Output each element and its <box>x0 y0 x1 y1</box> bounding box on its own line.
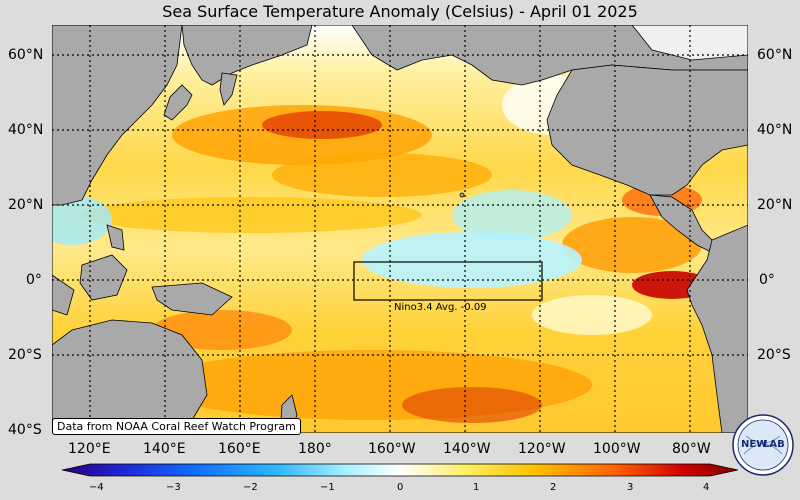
cool-anomaly-east-tropical <box>452 190 572 240</box>
land-south-america <box>686 224 748 433</box>
logo-text-right: LAB <box>763 439 785 450</box>
logo-text-left: NEW <box>741 439 767 450</box>
colorbar-tick: −1 <box>320 482 335 493</box>
lat-label-20n-right: 20°N <box>757 197 793 213</box>
cool-anomaly-south-east <box>532 295 652 335</box>
colorbar-tick: 4 <box>703 482 710 493</box>
land-kamchatka-peninsula <box>219 72 238 106</box>
land-sumatra <box>52 274 75 316</box>
land-australia <box>52 319 208 433</box>
lon-label-120w: 120°W <box>518 441 566 457</box>
lat-label-20s-right: 20°S <box>757 347 791 363</box>
lat-label-60n-right: 60°N <box>757 47 793 63</box>
colorbar-tick: 1 <box>473 482 480 493</box>
colorbar-tick: −4 <box>89 482 104 493</box>
lon-label-160e: 160°E <box>218 441 261 457</box>
cool-anomaly-equatorial <box>362 232 582 288</box>
hot-anomaly-north-pacific <box>262 111 382 139</box>
lon-label-80w: 80°W <box>672 441 711 457</box>
colorbar-tick: 3 <box>627 482 634 493</box>
lon-label-160w: 160°W <box>368 441 416 457</box>
land-hawaii <box>459 192 465 198</box>
warm-anomaly-central-north <box>272 153 492 197</box>
lat-label-eq-right: 0° <box>759 272 775 288</box>
hot-anomaly-south <box>402 387 542 423</box>
colorbar-bar <box>62 463 738 477</box>
colorbar-tick: 0 <box>397 482 404 493</box>
lon-label-140e: 140°E <box>143 441 186 457</box>
lat-label-20n: 20°N <box>8 197 44 213</box>
land-borneo <box>79 254 128 301</box>
colorbar <box>62 463 738 477</box>
nino34-box <box>353 261 543 301</box>
lat-label-40n-right: 40°N <box>757 122 793 138</box>
lon-label-180: 180° <box>298 441 332 457</box>
lat-label-eq: 0° <box>26 272 42 288</box>
warm-anomaly-east-pacific <box>562 217 702 273</box>
cool-anomaly-west <box>52 195 112 245</box>
lat-label-60n: 60°N <box>8 47 44 63</box>
colorbar-tick: −2 <box>243 482 258 493</box>
hot-anomaly-coral-sea <box>152 310 292 350</box>
colorbar-tick: 2 <box>550 482 557 493</box>
data-credit: Data from NOAA Coral Reef Watch Program <box>52 418 301 435</box>
warm-anomaly-tropical-band <box>82 197 422 233</box>
land-japan <box>163 84 193 121</box>
map-title: Sea Surface Temperature Anomaly (Celsius… <box>162 2 638 21</box>
lat-label-40n: 40°N <box>8 122 44 138</box>
lon-label-100w: 100°W <box>593 441 641 457</box>
land-philippines <box>106 224 125 251</box>
lat-label-40s: 40°S <box>8 422 42 438</box>
newlab-logo: NEW LAB <box>732 414 794 476</box>
graticule <box>52 25 748 433</box>
sst-anomaly-map: Nino3.4 Avg. -0.09 <box>52 25 748 433</box>
land-new-guinea <box>151 282 233 316</box>
nino34-label: Nino3.4 Avg. -0.09 <box>394 302 487 313</box>
lat-label-20s: 20°S <box>8 347 42 363</box>
colorbar-tick: −3 <box>166 482 181 493</box>
land-canada-ice <box>631 25 748 61</box>
lon-label-120e: 120°E <box>68 441 111 457</box>
lon-label-140w: 140°W <box>443 441 491 457</box>
